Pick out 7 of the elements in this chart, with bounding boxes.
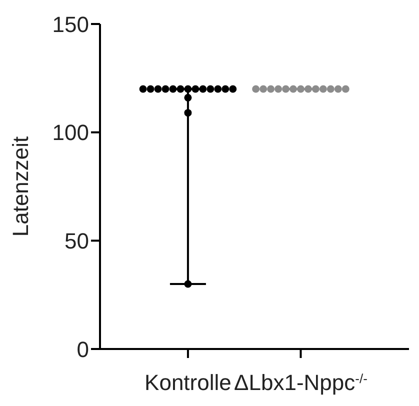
x-tick-label: ΔLbx1-Nppc$^{-/-}$ [234,370,368,395]
y-axis-title: Latenzzeit [8,136,33,237]
y-tick-label: 0 [76,336,89,362]
x-tick-label: Kontrolle [144,370,232,395]
y-tick-label: 150 [52,12,89,37]
y-tick-label: 100 [52,120,89,146]
y-tick-label: 50 [64,228,89,254]
